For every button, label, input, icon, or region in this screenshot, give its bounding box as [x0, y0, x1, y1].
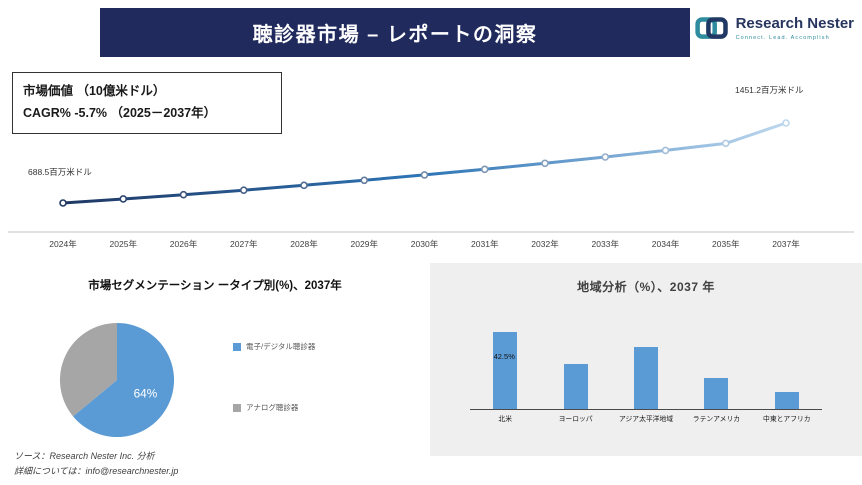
source-note: ソース：Research Nester Inc. 分析 [14, 451, 155, 461]
line-point-marker [239, 186, 248, 194]
bars-area: 42.5% [470, 319, 822, 409]
brand-text: Research Nester Connect. Lead. Accomplis… [736, 16, 854, 41]
pie-data-label: 64% [134, 386, 158, 400]
bar-column [540, 364, 610, 409]
bar-column [681, 378, 751, 409]
x-axis-label: 2030年 [410, 239, 439, 249]
line-point-marker [119, 195, 128, 203]
segmentation-section: 市場セグメンテーション ータイプ別(%)、2037年 64% 電子/デジタル聴診… [0, 263, 430, 455]
region-bar [704, 378, 729, 409]
legend-label: アナログ聴診器 [246, 403, 299, 412]
bar-column: 42.5% [470, 332, 540, 409]
x-axis-labels: 2024年 2025年 2026年 2027年 2028年 2029年 2030年 2031年… [0, 238, 862, 252]
line-point-marker [420, 171, 429, 179]
bar-data-label: 42.5% [493, 352, 515, 361]
market-value-line [62, 121, 787, 205]
x-axis-label: 2024年 [49, 239, 77, 249]
bar-category-labels: 北米 ヨーロッパ アジア太平洋地域 ラテンアメリカ 中東とアフリカ [470, 410, 822, 423]
pie-legend: 電子/デジタル聴診器 アナログ聴診器 [233, 341, 315, 413]
region-bar: 42.5% [493, 332, 518, 409]
line-end-value-label: 1451.2百万米ドル [735, 85, 804, 95]
pie-slice [73, 322, 175, 438]
footer-notes: ソース：Research Nester Inc. 分析 詳細については：info… [14, 449, 178, 479]
line-point-marker [300, 181, 308, 190]
region-analysis-panel: 地域分析（%）、2037 年 42.5% 北米 ヨーロッパ アジア太平洋地域 ラテンア… [430, 263, 862, 456]
bar-chart-axis-line [470, 409, 822, 410]
x-axis-label: 2029年 [350, 239, 378, 249]
legend-swatch [233, 342, 241, 351]
x-axis-label: 2025年 [109, 239, 137, 249]
region-bar [774, 392, 799, 409]
x-axis-label: 2027年 [230, 239, 258, 249]
line-point-marker [541, 159, 549, 168]
market-value-label: 市場価値 （10億米ドル） [23, 84, 166, 98]
page-title-banner: 聴診器市場 – レポートの洞察 [100, 8, 690, 57]
line-point-marker [661, 146, 670, 155]
x-axis-label: 2034年 [651, 239, 680, 249]
bar-category-label: 中東とアフリカ [763, 416, 811, 423]
legend-item: 電子/デジタル聴診器 [233, 341, 315, 352]
pie-slice [59, 322, 117, 417]
x-axis-label: 2032年 [531, 239, 559, 249]
region-bar-chart: 42.5% 北米 ヨーロッパ アジア太平洋地域 ラテンアメリカ 中東とアフリカ [470, 319, 822, 423]
legend-swatch [233, 403, 241, 412]
line-point-marker [601, 153, 610, 161]
line-point-marker [59, 199, 67, 207]
cagr-label: CAGR% -5.7% （2025－2037年） [23, 105, 217, 120]
region-bar [634, 347, 659, 409]
region-bar [563, 364, 588, 409]
bar-category-label: 北米 [498, 416, 512, 423]
bar-column [752, 392, 822, 409]
x-axis-label: 2031年 [471, 239, 499, 249]
x-axis-label: 2035年 [712, 239, 740, 249]
x-axis-label: 2037年 [772, 239, 800, 249]
x-axis-label: 2028年 [290, 239, 318, 249]
line-point-marker [782, 119, 790, 127]
market-value-line-chart [8, 119, 854, 233]
line-point-marker [179, 190, 188, 199]
brand-name: Research Nester [735, 15, 854, 33]
region-title: 地域分析（%）、2037 年 [577, 280, 715, 294]
bar-category-label: ヨーロッパ [558, 416, 593, 423]
bar-category-label: アジア太平洋地域 [618, 416, 674, 423]
market-value-info-box: 市場価値 （10億米ドル） CAGR% -5.7% （2025－2037年） [12, 72, 282, 134]
brand-tagline: Connect. Lead. Accomplish [735, 34, 830, 41]
x-axis-label: 2026年 [169, 239, 198, 249]
line-point-marker [480, 165, 489, 174]
segmentation-pie-chart: 64% [59, 322, 175, 438]
contact-note: 詳細については：info@researchnester.jp [14, 465, 179, 476]
legend-label: 電子/デジタル聴診器 [246, 342, 316, 351]
bar-column [611, 347, 681, 409]
page-title: 聴診器市場 – レポートの洞察 [252, 24, 538, 46]
brand-logo: Research Nester Connect. Lead. Accomplis… [694, 13, 854, 44]
line-point-marker [360, 176, 369, 185]
x-axis-label: 2033年 [591, 239, 619, 249]
legend-item: アナログ聴診器 [233, 402, 315, 413]
line-point-marker [721, 139, 730, 148]
research-nester-logo-icon [694, 17, 728, 39]
line-start-value-label: 688.5百万米ドル [28, 167, 92, 177]
bar-category-label: ラテンアメリカ [692, 416, 741, 423]
segmentation-title: 市場セグメンテーション ータイプ別(%)、2037年 [88, 280, 342, 292]
